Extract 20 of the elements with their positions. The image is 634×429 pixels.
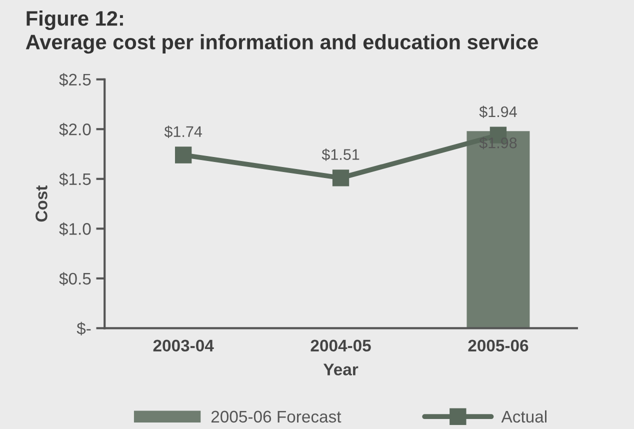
legend-label: Actual xyxy=(501,410,546,423)
point xyxy=(175,146,192,164)
legend-label: 2005-06 Forecast xyxy=(211,410,342,423)
x-axis-title: Year xyxy=(323,364,358,376)
data-label: $1.74 xyxy=(164,126,202,138)
data-label: $1.51 xyxy=(322,148,360,161)
y-tick-label: $- xyxy=(76,322,91,336)
y-tick-label: $2.0 xyxy=(59,122,91,136)
y-tick-label: $1.5 xyxy=(59,172,91,186)
x-tick-label: 2004-05 xyxy=(310,340,371,352)
chart-title: Figure 12: xyxy=(26,10,123,30)
data-label: $1.94 xyxy=(479,106,517,118)
point xyxy=(332,170,350,186)
x-tick-label: 2003-04 xyxy=(153,340,214,352)
y-tick-label: $1.0 xyxy=(59,222,91,236)
chart-subtitle: Average cost per information and education service xyxy=(26,34,538,54)
y-axis-title: Cost xyxy=(36,185,48,222)
x-tick-label: 2005-06 xyxy=(468,340,528,352)
y-tick-label: $0.5 xyxy=(59,272,91,286)
y-tick-label: $2.5 xyxy=(59,73,91,87)
